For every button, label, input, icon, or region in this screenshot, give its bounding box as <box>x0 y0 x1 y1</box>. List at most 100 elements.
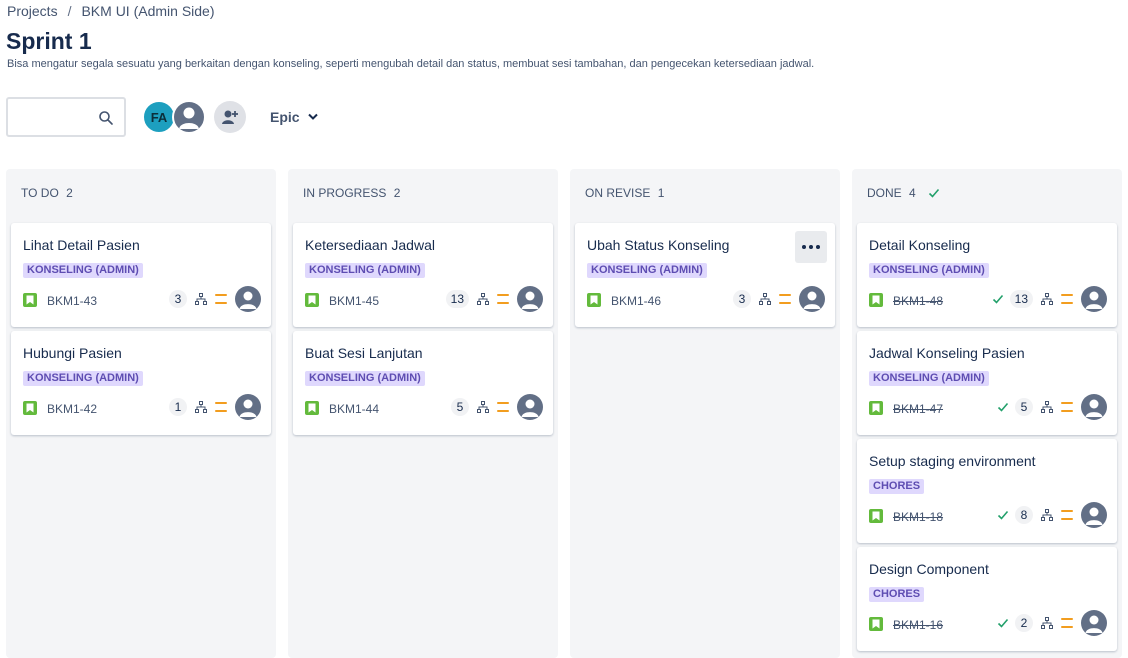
avatar-fa[interactable]: FA <box>142 100 176 134</box>
story-icon <box>305 293 319 307</box>
breadcrumb-projects-link[interactable]: Projects <box>7 3 58 19</box>
issue-meta: 3 <box>733 286 825 312</box>
search-box <box>6 97 126 137</box>
add-people-button[interactable] <box>214 101 246 133</box>
issue-card[interactable]: Ubah Status Konseling KONSELING (ADMIN) BK… <box>575 223 835 327</box>
assignee-avatar[interactable] <box>235 394 261 420</box>
issue-card[interactable]: Lihat Detail Pasien KONSELING (ADMIN) BKM1… <box>11 223 271 327</box>
assignee-avatar[interactable] <box>517 394 543 420</box>
epic-tag: KONSELING (ADMIN) <box>23 371 143 386</box>
board-column: TO DO 2 Lihat Detail Pasien KONSELING (ADM… <box>6 169 276 658</box>
user-icon <box>239 399 257 417</box>
child-issues-icon <box>477 401 489 413</box>
issue-meta: 13 <box>445 286 543 312</box>
issue-title: Hubungi Pasien <box>23 345 122 361</box>
issue-key[interactable]: BKM1-45 <box>329 294 380 308</box>
page-title: Sprint 1 <box>6 28 92 54</box>
issue-card[interactable]: Buat Sesi Lanjutan KONSELING (ADMIN) BKM1-… <box>293 331 553 435</box>
column-count: 4 <box>909 186 916 200</box>
story-icon <box>869 401 883 415</box>
epic-tag: CHORES <box>869 479 925 494</box>
breadcrumb: Projects / BKM UI (Admin Side) <box>7 3 215 19</box>
issue-card[interactable]: Hubungi Pasien KONSELING (ADMIN) BKM1-42 1 <box>11 331 271 435</box>
more-actions-button[interactable] <box>795 231 827 263</box>
assignee-avatar[interactable] <box>1081 286 1107 312</box>
story-points-badge: 3 <box>169 290 187 308</box>
assignee-avatar[interactable] <box>1081 394 1107 420</box>
priority-medium-icon <box>497 402 509 412</box>
issue-card[interactable]: Design Component CHORES BKM1-16 2 <box>857 547 1117 651</box>
story-icon <box>23 401 37 415</box>
issue-card[interactable]: Jadwal Konseling Pasien KONSELING (ADMIN)… <box>857 331 1117 435</box>
story-icon <box>869 509 883 523</box>
issue-card[interactable]: Detail Konseling KONSELING (ADMIN) BKM1-48… <box>857 223 1117 327</box>
issue-key[interactable]: BKM1-46 <box>611 294 662 308</box>
page-description: Bisa mengatur segala sesuatu yang berkai… <box>7 58 815 70</box>
board-column: ON REVISE 1 Ubah Status Konseling KONSELIN… <box>570 169 840 658</box>
issue-key[interactable]: BKM1-43 <box>47 294 98 308</box>
epic-filter-dropdown[interactable]: Epic <box>270 109 318 125</box>
priority-medium-icon <box>215 294 227 304</box>
search-input[interactable] <box>14 99 104 133</box>
child-issues-icon <box>195 293 207 305</box>
assignee-avatar[interactable] <box>235 286 261 312</box>
issue-key[interactable]: BKM1-42 <box>47 402 98 416</box>
avatar-user[interactable] <box>172 100 206 134</box>
assignee-avatar[interactable] <box>1081 610 1107 636</box>
story-points-badge: 1 <box>169 398 187 416</box>
column-title: IN PROGRESS <box>303 186 390 200</box>
issue-title: Ubah Status Konseling <box>587 237 730 253</box>
user-icon <box>521 399 539 417</box>
resolved-check-icon <box>997 618 1009 628</box>
story-icon <box>869 293 883 307</box>
issue-key[interactable]: BKM1-44 <box>329 402 380 416</box>
issue-key[interactable]: BKM1-16 <box>893 618 944 632</box>
story-points-badge: 2 <box>1015 614 1033 632</box>
child-issues-icon <box>1041 509 1053 521</box>
issue-key[interactable]: BKM1-18 <box>893 510 944 524</box>
breadcrumb-project-link[interactable]: BKM UI (Admin Side) <box>81 3 215 19</box>
story-points-badge: 5 <box>451 398 469 416</box>
assignee-avatar[interactable] <box>517 286 543 312</box>
epic-tag: KONSELING (ADMIN) <box>587 263 707 278</box>
issue-meta: 1 <box>169 394 261 420</box>
issue-meta: 8 <box>997 502 1107 528</box>
priority-medium-icon <box>1061 294 1073 304</box>
issue-meta: 3 <box>169 286 261 312</box>
child-issues-icon <box>195 401 207 413</box>
epic-tag: KONSELING (ADMIN) <box>869 371 989 386</box>
issue-meta: 13 <box>992 286 1107 312</box>
user-icon <box>1085 615 1103 633</box>
search-icon <box>99 111 113 125</box>
story-icon <box>869 617 883 631</box>
issue-title: Jadwal Konseling Pasien <box>869 345 1025 361</box>
assignee-avatar[interactable] <box>799 286 825 312</box>
chevron-down-icon <box>307 113 318 120</box>
story-icon <box>305 401 319 415</box>
priority-medium-icon <box>1061 402 1073 412</box>
priority-medium-icon <box>497 294 509 304</box>
issue-key[interactable]: BKM1-48 <box>893 294 944 308</box>
user-icon <box>1085 291 1103 309</box>
epic-tag: KONSELING (ADMIN) <box>305 371 425 386</box>
child-issues-icon <box>1041 617 1053 629</box>
column-header: TO DO 2 <box>21 186 73 200</box>
child-issues-icon <box>1041 401 1053 413</box>
story-points-badge: 5 <box>1015 398 1033 416</box>
priority-medium-icon <box>1061 510 1073 520</box>
board-toolbar: FA Epic <box>6 97 318 137</box>
epic-tag: CHORES <box>869 587 925 602</box>
issue-card[interactable]: Setup staging environment CHORES BKM1-18 8 <box>857 439 1117 543</box>
assignee-avatar[interactable] <box>1081 502 1107 528</box>
issue-title: Setup staging environment <box>869 453 1036 469</box>
column-count: 1 <box>657 186 665 200</box>
epic-tag: KONSELING (ADMIN) <box>23 263 143 278</box>
column-count: 2 <box>66 186 73 200</box>
issue-title: Design Component <box>869 561 989 577</box>
issue-key[interactable]: BKM1-47 <box>893 402 944 416</box>
issue-card[interactable]: Ketersediaan Jadwal KONSELING (ADMIN) BKM1… <box>293 223 553 327</box>
add-user-icon <box>222 110 238 124</box>
epic-tag: KONSELING (ADMIN) <box>869 263 989 278</box>
column-header: IN PROGRESS 2 <box>303 186 400 200</box>
priority-medium-icon <box>1061 618 1073 628</box>
